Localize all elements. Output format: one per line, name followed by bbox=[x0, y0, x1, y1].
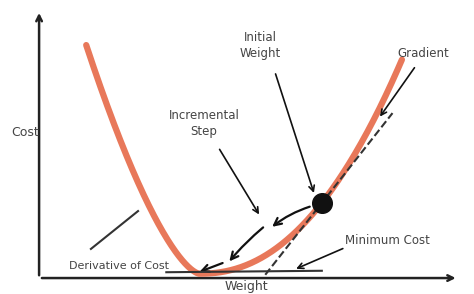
Text: Weight: Weight bbox=[225, 280, 268, 293]
Text: Incremental
Step: Incremental Step bbox=[169, 109, 239, 138]
Point bbox=[318, 201, 326, 205]
Text: Gradient: Gradient bbox=[397, 47, 449, 60]
Text: Initial
Weight: Initial Weight bbox=[240, 31, 281, 60]
Text: Minimum Cost: Minimum Cost bbox=[346, 234, 430, 247]
Text: Cost: Cost bbox=[11, 126, 38, 139]
Text: Derivative of Cost: Derivative of Cost bbox=[69, 261, 169, 271]
